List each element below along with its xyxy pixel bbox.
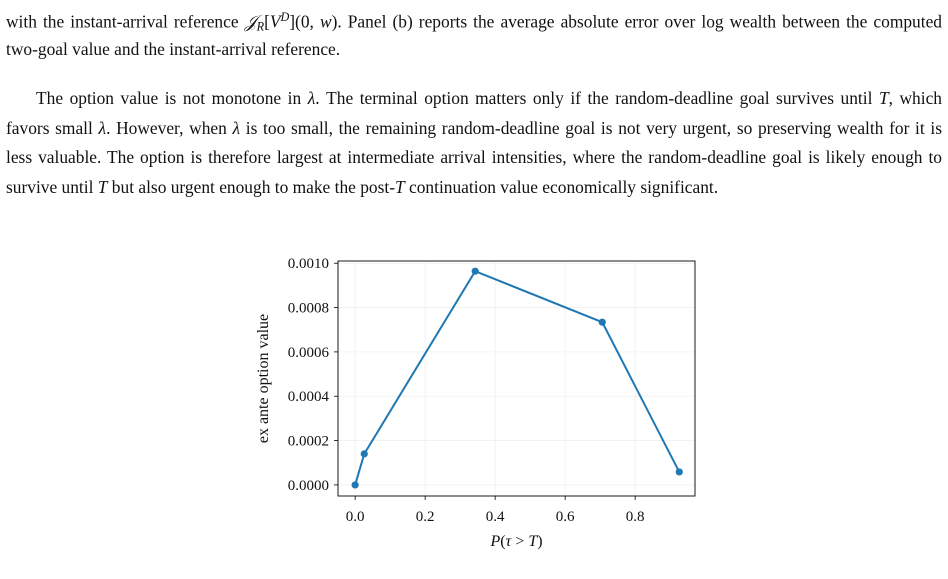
text-segment: but also urgent enough to make the post- [107,176,395,197]
point [471,267,479,275]
x-tick-label: 0.6 [556,509,575,525]
y-axis-label: ex ante option value [255,314,272,443]
text-segment: continuation value economically signific… [404,176,719,197]
text-segment: The option value is not monotone in [36,88,308,108]
y-tick-label: 0.0008 [288,301,329,317]
y-tick-label: 0.0010 [288,256,329,272]
plot-frame [337,260,696,497]
x-tick-label: 0.2 [416,509,435,525]
y-tick-label: 0.0004 [288,389,330,405]
text-segment: T [878,88,889,108]
line [354,269,681,486]
x-tick-label: 0.8 [626,509,645,525]
x-axis-label-part: ) [537,533,542,550]
x-axis-label-part: > [511,533,528,550]
y-tick-label: 0.0006 [288,345,330,361]
paragraph: with the instant-arrival reference 𝒥R[VD… [6,6,942,60]
text-segment: T [97,176,108,197]
point [360,450,368,458]
point [351,481,359,489]
text-segment: w [319,11,332,32]
paragraph: The option value is not monotone in λ. T… [6,84,942,202]
text-segment: D [280,10,290,24]
text-segment: is too small, the remaining random-deadl… [6,117,943,197]
x-tick-label: 0.0 [346,509,365,525]
text-segment: [ [264,11,270,32]
text-segment: . However, when [106,117,233,138]
text-segment: V [269,11,281,32]
text-segment: with the instant-arrival reference [6,11,245,32]
x-axis-label-part: ( [500,533,505,550]
text-segment: 𝒥 [244,11,257,32]
x-tick-label: 0.4 [486,509,505,525]
x-axis-label-part: P [489,533,500,550]
point [598,318,606,326]
text-segment: R [256,19,265,34]
text-segment: λ [98,117,107,138]
text-segment: , which favors small [6,88,942,138]
text-segment: ). Panel (b) reports the average absolut… [6,11,942,59]
y-tick-label: 0.0002 [288,434,329,450]
text-segment: λ [232,117,241,138]
x-axis-label-part: T [528,533,538,550]
point [675,468,683,476]
x-axis-label-part: τ [506,533,513,550]
text-segment: T [395,176,405,197]
text-segment: λ [307,88,316,108]
y-tick-label: 0.0000 [288,478,329,494]
text-segment: ](0, [289,11,320,32]
x-axis-label: P(τ > T) [489,533,542,550]
text-segment: . The terminal option matters only if th… [315,88,879,108]
